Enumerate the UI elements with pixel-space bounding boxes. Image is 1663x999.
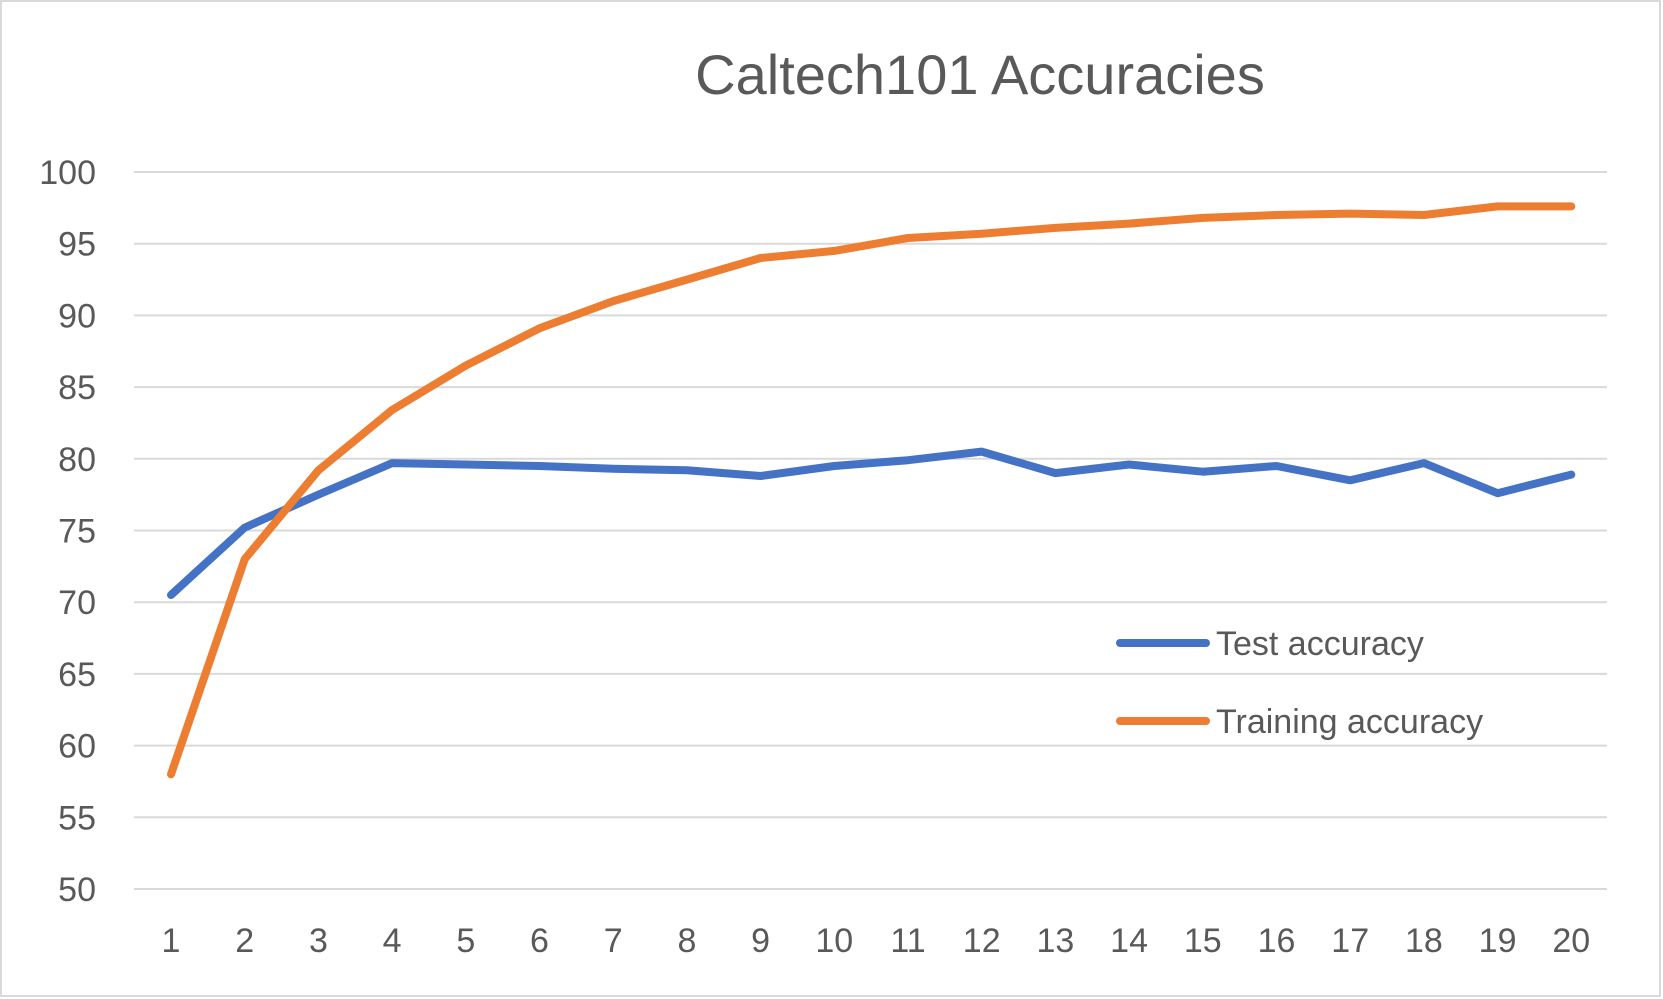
legend: Test accuracy Training accuracy xyxy=(1116,625,1483,741)
legend-label: Training accuracy xyxy=(1216,703,1483,741)
y-tick-label: 70 xyxy=(58,584,96,622)
x-tick-label: 5 xyxy=(456,922,475,960)
x-tick-label: 9 xyxy=(751,922,770,960)
y-tick-label: 65 xyxy=(58,656,96,694)
y-tick-label: 95 xyxy=(58,226,96,264)
x-tick-label: 13 xyxy=(1036,922,1074,960)
y-axis-ticks: 50 55 60 65 70 75 80 85 90 95 100 xyxy=(39,154,96,909)
x-axis-ticks: 1 2 3 4 5 6 7 8 9 10 11 12 13 14 15 16 17 18 19 20 xyxy=(162,922,1591,960)
y-tick-label: 60 xyxy=(58,728,96,766)
x-tick-label: 3 xyxy=(309,922,328,960)
x-tick-label: 7 xyxy=(604,922,623,960)
y-tick-label: 50 xyxy=(58,871,96,909)
x-tick-label: 20 xyxy=(1552,922,1590,960)
series-lines xyxy=(167,202,1576,779)
x-tick-label: 15 xyxy=(1184,922,1222,960)
x-tick-label: 12 xyxy=(963,922,1001,960)
y-tick-label: 55 xyxy=(58,799,96,837)
x-tick-label: 8 xyxy=(677,922,696,960)
legend-label: Test accuracy xyxy=(1216,625,1424,663)
x-tick-label: 16 xyxy=(1258,922,1296,960)
series-line-test-accuracy xyxy=(167,447,1576,599)
y-tick-label: 80 xyxy=(58,441,96,479)
x-tick-label: 4 xyxy=(383,922,402,960)
x-tick-label: 14 xyxy=(1110,922,1148,960)
x-tick-label: 18 xyxy=(1405,922,1443,960)
gridlines xyxy=(134,171,1607,890)
x-tick-label: 1 xyxy=(162,922,181,960)
y-tick-label: 85 xyxy=(58,369,96,407)
chart-title: Caltech101 Accuracies xyxy=(695,43,1265,106)
y-tick-label: 90 xyxy=(58,297,96,335)
x-tick-label: 19 xyxy=(1479,922,1517,960)
x-tick-label: 11 xyxy=(890,922,925,960)
series-line-training-accuracy xyxy=(167,202,1576,779)
y-tick-label: 100 xyxy=(39,154,96,192)
x-tick-label: 17 xyxy=(1331,922,1369,960)
y-tick-label: 75 xyxy=(58,513,96,551)
x-tick-label: 10 xyxy=(815,922,853,960)
x-tick-label: 2 xyxy=(235,922,254,960)
x-tick-label: 6 xyxy=(530,922,549,960)
